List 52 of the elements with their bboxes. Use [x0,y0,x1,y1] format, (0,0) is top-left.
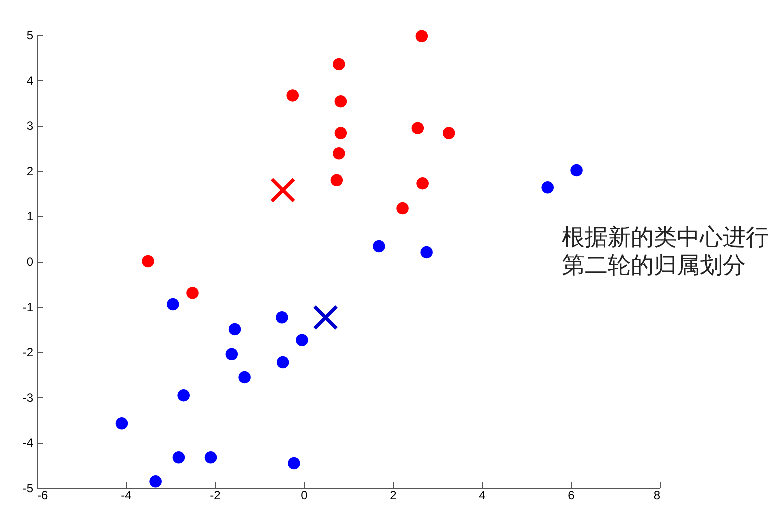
point [150,476,162,488]
y-tick-label: -5 [22,482,34,496]
point [288,457,300,470]
y-tick-label: -1 [22,300,34,314]
y-tick-label: 4 [26,74,34,88]
point [167,298,180,311]
x-tick-label: 0 [301,488,308,502]
x-tick-label: 2 [390,488,398,502]
point [396,202,409,215]
point [333,148,346,160]
point [420,246,433,259]
y-tick-label: -2 [22,346,34,360]
y-tick-label: 0 [26,255,34,269]
point [270,178,296,204]
x-tick-label: -4 [121,488,132,502]
point [442,127,456,140]
point [313,304,339,330]
point [334,95,348,108]
point [228,323,242,336]
point [286,90,299,102]
point [373,240,386,253]
y-tick-label: -4 [22,436,34,450]
point [333,58,346,71]
x-tick-label: -6 [38,488,48,502]
point [238,371,251,384]
y-tick-label: 2 [26,164,34,178]
point [416,177,429,190]
point [276,312,288,324]
x-tick-label: -2 [210,488,222,502]
point [416,30,428,42]
point [116,418,128,430]
point [334,127,348,140]
x-tick-label: 4 [479,488,486,502]
point [204,452,218,464]
point [142,255,154,268]
point [296,334,308,346]
x-tick-label: 8 [654,488,661,502]
point [330,174,344,187]
y-tick-label: 1 [26,210,34,224]
point [570,164,583,177]
y-tick-label: -3 [22,390,34,405]
point [542,182,554,194]
y-tick-label: 5 [26,28,34,42]
annotation: 根据新的类中心进行第二轮的归属划分 [562,224,770,280]
point [178,389,190,402]
point [412,122,424,134]
point [186,287,199,300]
point [172,452,186,464]
point [276,356,290,369]
y-tick-label: 3 [26,119,34,134]
point [226,348,238,360]
x-tick-label: 6 [568,488,576,502]
